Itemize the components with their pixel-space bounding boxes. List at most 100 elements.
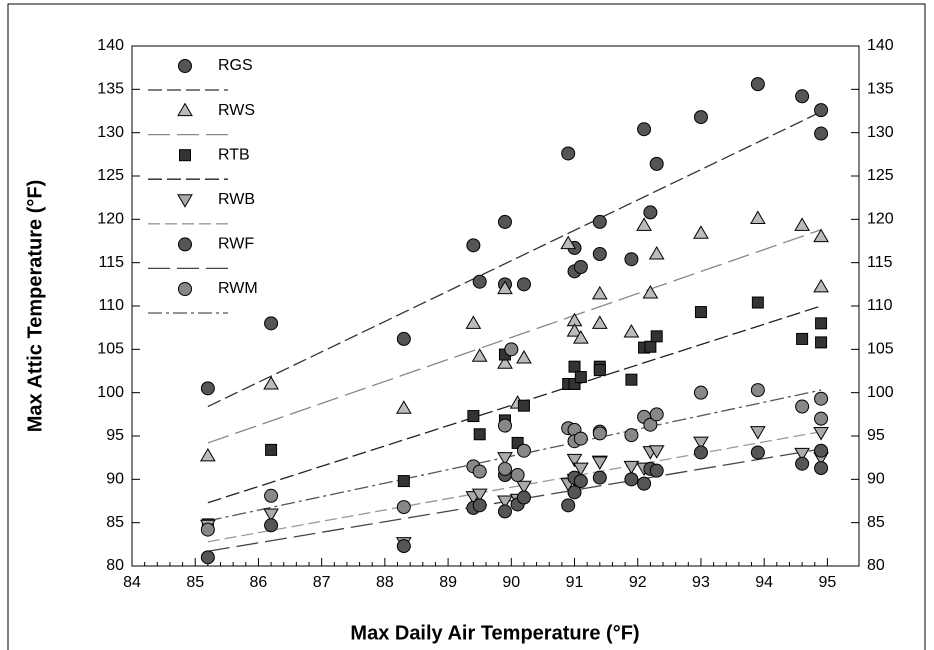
point [497,418,512,433]
point [561,146,576,161]
legend-marker [177,102,193,117]
y-tick-label: 90 [106,471,124,488]
point [644,340,657,353]
point [624,472,639,487]
x-tick-label: 91 [566,574,584,591]
point [814,126,829,141]
point [591,285,608,300]
point [573,431,588,446]
point [591,456,608,470]
point [648,246,665,260]
point [794,447,810,462]
legend-label: RGS [218,57,253,74]
trend-line [207,389,822,522]
point [566,323,583,337]
point [517,399,530,412]
point [473,428,486,441]
point [749,210,766,224]
point [693,225,709,239]
point [813,278,829,293]
point [642,285,659,299]
point [650,330,663,343]
point [567,485,582,500]
x-tick-label: 92 [629,574,647,591]
point [516,350,532,364]
point [592,247,607,261]
point [568,378,581,390]
y-tick-label: 140 [97,37,124,54]
point [574,371,587,384]
point [497,452,513,466]
point [497,280,513,295]
y2-tick-label: 115 [867,254,893,271]
frame [7,3,926,650]
point [591,315,608,329]
point [637,122,652,137]
point [497,504,512,519]
y2-tick-label: 100 [867,384,894,401]
x-tick-label: 86 [250,574,268,591]
point [636,217,652,231]
y-axis-label: Max Attic Temperature (°F) [24,180,46,432]
point [264,518,279,533]
point [497,355,513,369]
point [623,460,640,475]
point [624,252,639,267]
point [497,495,513,509]
point [637,476,652,491]
point [472,464,487,479]
point [467,410,480,423]
y2-tick-label: 120 [867,211,894,228]
legend-marker [178,59,192,73]
point [693,436,709,451]
point [472,274,487,289]
point [200,522,215,537]
y2-tick-label: 85 [867,514,885,531]
y-tick-label: 110 [98,297,124,314]
x-tick-label: 89 [439,574,457,591]
y-tick-label: 120 [97,211,124,228]
y2-tick-label: 95 [867,427,885,444]
point [649,156,664,171]
trend-line [207,431,822,543]
point [649,407,664,422]
point [264,316,279,331]
point [814,391,829,406]
point [573,474,588,489]
x-tick-label: 85 [186,574,204,591]
point [750,445,765,460]
y-tick-label: 100 [97,384,124,401]
point [471,488,488,503]
point [566,453,583,468]
x-tick-label: 94 [755,574,773,591]
x-axis-label: Max Daily Air Temperature (°F) [350,622,639,644]
point [623,324,640,338]
point [592,214,607,229]
y2-tick-label: 90 [867,471,885,488]
point [573,260,588,274]
point [794,217,810,231]
legend-marker [178,237,192,252]
plot-area [131,45,860,567]
point [749,426,766,440]
point [648,445,665,459]
point [264,488,279,503]
point [200,381,215,396]
point [796,332,809,345]
point [395,400,412,414]
point [263,376,279,390]
point [471,348,488,362]
x-tick-label: 90 [502,574,520,591]
point [497,461,512,476]
legend-marker [178,282,192,296]
point [592,426,607,441]
legend-marker [179,149,191,162]
point [750,383,765,398]
trend-line [207,229,822,444]
point [516,480,532,495]
point [396,539,411,554]
point [396,331,411,346]
y2-tick-label: 110 [867,297,893,314]
y-tick-label: 85 [106,514,124,531]
